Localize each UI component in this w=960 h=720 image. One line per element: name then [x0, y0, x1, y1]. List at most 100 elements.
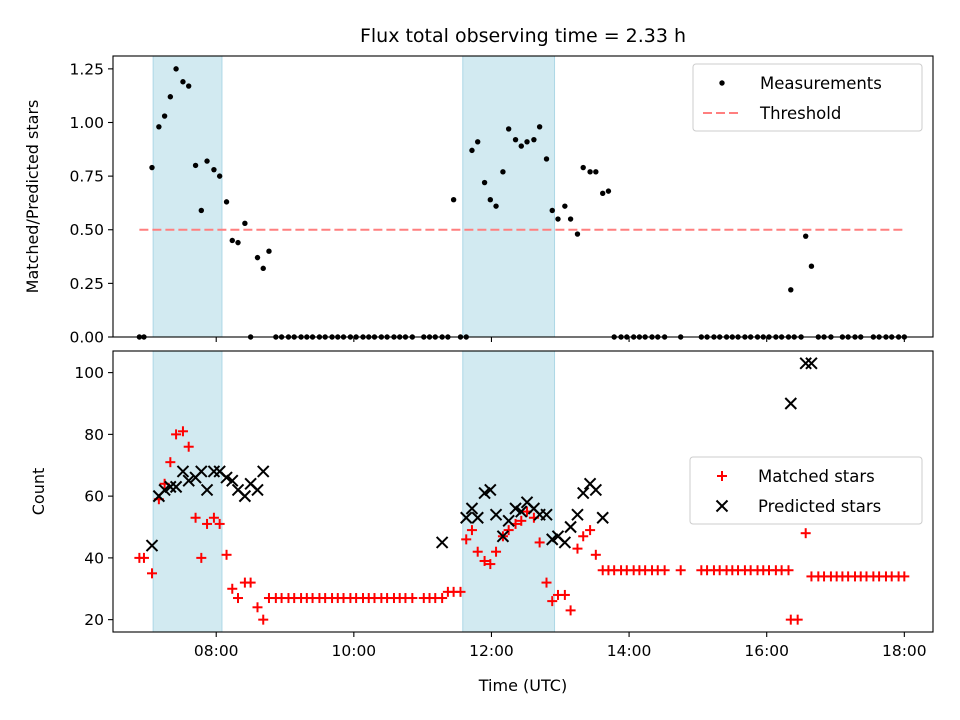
y-tick-label: 40 — [84, 549, 104, 567]
measurement-point — [562, 203, 568, 209]
x-tick-label: 08:00 — [194, 642, 239, 660]
matched-star-point — [565, 605, 576, 616]
matched-star-point — [466, 525, 477, 536]
matched-star-point — [800, 528, 811, 539]
matched-star-point — [214, 518, 225, 529]
measurement-point — [149, 164, 155, 171]
predicted-star-point — [540, 508, 553, 521]
y-tick-label: 1.00 — [69, 114, 104, 132]
matched-star-point — [165, 457, 176, 468]
predicted-star-point — [200, 483, 214, 497]
matched-star-point — [792, 614, 803, 625]
legend-label-threshold: Threshold — [759, 104, 841, 123]
predicted-star-point — [558, 536, 572, 549]
predicted-star-point — [515, 505, 528, 518]
measurement-point — [192, 162, 199, 169]
matched-star-point — [675, 565, 686, 576]
legend-marker-predicted-stars — [715, 499, 729, 513]
predicted-star-point — [471, 511, 484, 524]
ratio-y-axis-label: Matched/Predicted stars — [23, 100, 42, 294]
measurement-point — [500, 169, 506, 175]
matched-star-point — [479, 555, 490, 566]
predicted-star-point — [207, 465, 221, 478]
y-tick-label: 0.25 — [69, 275, 104, 293]
matched-star-point — [190, 512, 201, 523]
measurement-point — [600, 190, 606, 196]
predicted-star-point — [502, 514, 515, 528]
matched-star-point — [177, 426, 188, 437]
chart-title: Flux total observing time = 2.33 h — [360, 25, 686, 47]
measurement-point — [518, 143, 524, 149]
matched-star-point — [245, 577, 256, 588]
y-tick-label: 0.00 — [69, 329, 104, 347]
measurement-point — [808, 263, 815, 269]
predicted-star-point — [489, 508, 503, 521]
count-x-ticks: 08:00 10:00 12:00 14:00 16:00 18:00 — [194, 632, 927, 660]
count-y-axis-label: Count — [29, 468, 48, 516]
matched-star-point — [485, 559, 496, 570]
predicted-star-point — [176, 465, 190, 478]
predicted-star-point — [577, 486, 590, 500]
measurement-point — [156, 124, 162, 130]
y-tick-label: 80 — [84, 426, 104, 444]
legend-label-matched-stars: Matched stars — [758, 467, 875, 486]
predicted-star-point — [158, 483, 171, 497]
measurement-point — [254, 254, 261, 261]
matched-star-point — [227, 583, 238, 594]
predicted-star-point — [226, 474, 239, 487]
ratio-x-ticks — [215, 337, 905, 342]
measurement-point — [512, 136, 519, 143]
measurement-point — [204, 158, 210, 164]
predicted-star-point — [484, 483, 497, 497]
y-tick-label: 100 — [74, 364, 104, 382]
matched-star-point — [258, 614, 269, 625]
ratio-y-ticks: 0.00 0.25 0.50 0.75 1.00 1.25 — [69, 60, 113, 347]
predicted-star-point — [182, 474, 195, 487]
matched-star-point — [491, 546, 502, 557]
predicted-star-point — [251, 483, 264, 497]
predicted-star-point — [596, 511, 609, 524]
matched-star-point — [407, 593, 418, 604]
x-tick-label: 10:00 — [332, 642, 377, 660]
measurement-point — [605, 188, 612, 194]
matched-star-point — [437, 593, 448, 604]
measurement-point — [531, 136, 537, 143]
matched-star-point — [503, 525, 514, 536]
y-tick-label: 20 — [84, 611, 104, 629]
measurement-point — [223, 199, 230, 205]
y-tick-label: 0.75 — [69, 168, 104, 186]
count-x-axis-label: Time (UTC) — [478, 676, 567, 695]
predicted-star-point — [460, 511, 473, 524]
predicted-star-point — [257, 465, 270, 478]
predicted-star-point — [145, 539, 159, 552]
predicted-star-point — [465, 502, 479, 515]
measurement-point — [211, 166, 217, 173]
matched-star-point — [208, 512, 219, 523]
measurement-point — [185, 83, 192, 89]
measurement-point — [593, 169, 599, 175]
matched-star-point — [171, 429, 182, 440]
matched-star-point — [899, 571, 910, 582]
legend-label-predicted-stars: Predicted stars — [758, 497, 881, 516]
x-tick-label: 18:00 — [882, 642, 927, 660]
observation-span-2 — [462, 350, 556, 633]
measurement-point — [788, 287, 794, 293]
matched-star-point — [559, 589, 570, 600]
measurement-point — [587, 169, 593, 175]
matched-star-point — [547, 596, 558, 607]
ratio-legend-box — [692, 63, 923, 132]
x-tick-label: 16:00 — [744, 642, 789, 660]
matched-star-point — [461, 534, 472, 545]
legend-label-measurements: Measurements — [760, 74, 882, 93]
predicted-star-point — [220, 471, 233, 484]
measurement-point — [481, 179, 488, 186]
measurement-point — [536, 124, 543, 130]
matched-star-point — [183, 441, 194, 452]
predicted-star-point — [799, 357, 812, 370]
observation-span-2 — [462, 55, 556, 338]
predicted-star-point — [496, 530, 510, 543]
x-tick-label: 14:00 — [607, 642, 652, 660]
measurement-point — [161, 113, 168, 119]
matched-star-point — [572, 543, 583, 554]
